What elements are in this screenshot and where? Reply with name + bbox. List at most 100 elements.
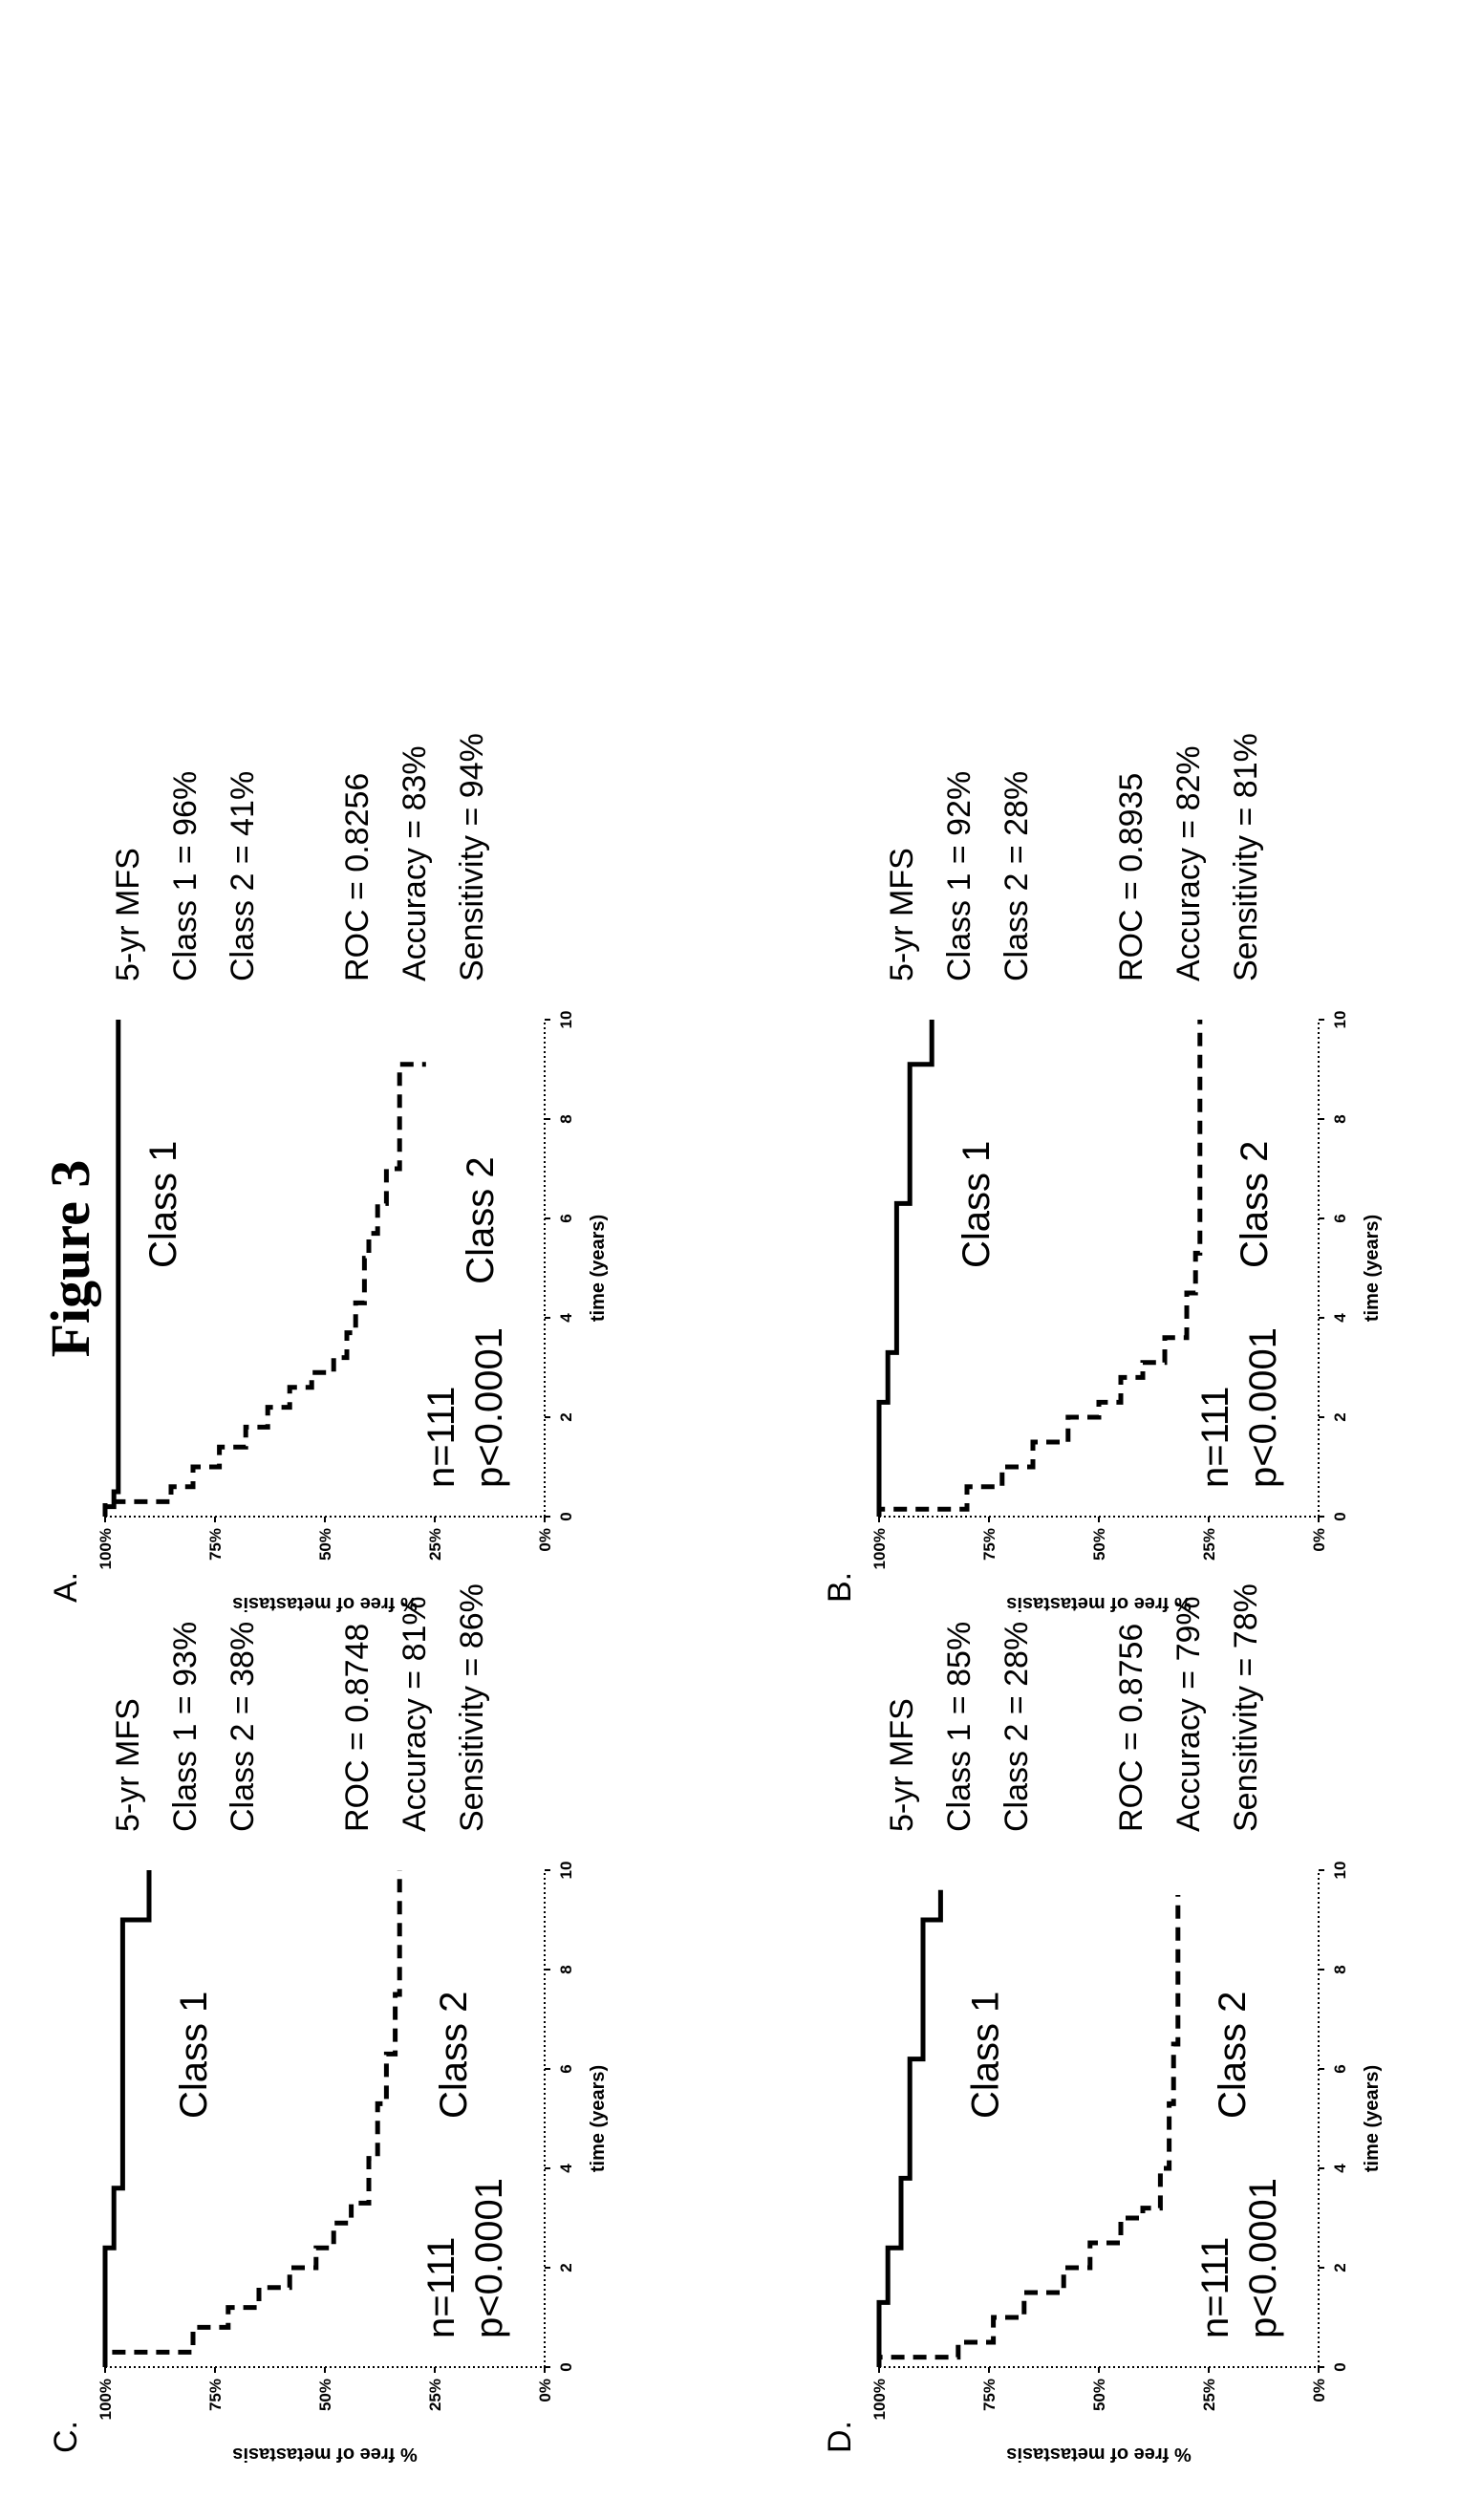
- x-tick-label: 6: [557, 2064, 575, 2073]
- y-axis-label: % free of metastasis: [232, 2444, 417, 2465]
- roc-value: ROC = 0.8935: [1113, 773, 1149, 981]
- x-tick-label: 4: [1331, 1313, 1349, 1323]
- series-line-2: [876, 1895, 1181, 2367]
- series-line-2: [102, 1062, 426, 1517]
- y-axis-label: % free of metastasis: [232, 1593, 417, 1614]
- series-label: Class 2: [1212, 1992, 1254, 2119]
- class1-mfs: Class 1 = 93%: [167, 1622, 204, 1832]
- chart-panel-a: A. 0% 25% 50% 75% 100% 0 2 4 6 8 10 time (years) % fr…: [48, 733, 609, 1614]
- x-tick-label: 8: [557, 1114, 575, 1123]
- series-label: Class 2: [460, 1156, 502, 1283]
- x-tick-label: 4: [557, 2164, 575, 2173]
- series-label: Class 1: [956, 1141, 998, 1268]
- y-tick-label: 25%: [426, 2379, 444, 2411]
- class2-mfs: Class 2 = 28%: [999, 771, 1035, 981]
- chart-panel-d: D. 0% 25% 50% 75% 100% 0 2 4 6 8 10 time (years) % fr…: [822, 1583, 1383, 2465]
- x-tick-label: 4: [557, 1313, 575, 1323]
- x-tick-label: 0: [1331, 1512, 1349, 1520]
- series-line-2: [876, 1020, 1203, 1517]
- x-tick-label: 0: [1331, 2362, 1349, 2371]
- y-tick-label: 100%: [97, 1528, 115, 1569]
- sensitivity-value: Sensitivity = 86%: [454, 1583, 490, 1832]
- accuracy-value: Accuracy = 82%: [1171, 745, 1207, 981]
- y-tick-label: 50%: [316, 2379, 334, 2411]
- class1-mfs: Class 1 = 92%: [941, 771, 977, 981]
- x-tick-label: 4: [1331, 2164, 1349, 2173]
- roc-value: ROC = 0.8256: [339, 773, 376, 981]
- x-tick-label: 10: [557, 1862, 575, 1880]
- mfs-title: 5-yr MFS: [110, 1698, 146, 1832]
- y-tick-label: 25%: [1200, 2379, 1218, 2411]
- roc-value: ROC = 0.8756: [1113, 1624, 1149, 1832]
- chart-panel-c: C. 0% 25% 50% 75% 100% 0 2 4 6 8 10 time (years) % fr…: [48, 1583, 609, 2465]
- y-tick-label: 100%: [870, 1528, 889, 1569]
- sample-size-label: n=111: [420, 1387, 462, 1488]
- y-axis-label: % free of metastasis: [1006, 2444, 1191, 2465]
- series-label: Class 1: [173, 1992, 215, 2119]
- y-tick-label: 0%: [1310, 2379, 1328, 2402]
- x-tick-label: 10: [1331, 1862, 1349, 1880]
- class1-mfs: Class 1 = 85%: [941, 1622, 977, 1832]
- p-value-label: p<0.0001: [1242, 1327, 1284, 1488]
- x-tick-label: 10: [1331, 1011, 1349, 1029]
- y-tick-label: 75%: [980, 2379, 999, 2411]
- panel-label: A.: [48, 1572, 84, 1603]
- p-value-label: p<0.0001: [1242, 2178, 1284, 2338]
- series-line-1: [876, 1020, 934, 1517]
- x-tick-label: 2: [557, 1412, 575, 1421]
- series-label: Class 2: [1234, 1141, 1276, 1268]
- accuracy-value: Accuracy = 83%: [397, 745, 433, 981]
- figure-title: Figure 3: [39, 1159, 101, 1358]
- panel-label: B.: [822, 1572, 858, 1603]
- sample-size-label: n=111: [420, 2237, 462, 2338]
- y-tick-label: 100%: [870, 2379, 889, 2420]
- x-tick-label: 8: [1331, 1114, 1349, 1123]
- sample-size-label: n=111: [1194, 2237, 1236, 2338]
- series-line-2: [102, 1870, 402, 2367]
- series-line-1: [102, 1020, 121, 1517]
- roc-value: ROC = 0.8748: [339, 1624, 376, 1832]
- class2-mfs: Class 2 = 38%: [225, 1622, 261, 1832]
- class2-mfs: Class 2 = 28%: [999, 1622, 1035, 1832]
- y-tick-label: 25%: [426, 1528, 444, 1561]
- series-label: Class 1: [142, 1141, 184, 1268]
- sensitivity-value: Sensitivity = 81%: [1228, 733, 1264, 981]
- x-axis-label: time (years): [1362, 2065, 1383, 2172]
- x-axis-label: time (years): [1362, 1215, 1383, 1322]
- y-tick-label: 50%: [1090, 1528, 1108, 1561]
- x-tick-label: 10: [557, 1011, 575, 1029]
- series-line-1: [102, 1870, 152, 2367]
- x-tick-label: 0: [557, 2362, 575, 2371]
- x-axis-label: time (years): [588, 2065, 609, 2172]
- y-tick-label: 75%: [206, 1528, 225, 1561]
- panel-label: D.: [822, 2421, 858, 2453]
- y-tick-label: 50%: [1090, 2379, 1108, 2411]
- panel-label: C.: [48, 2421, 84, 2453]
- sample-size-label: n=111: [1194, 1387, 1236, 1488]
- sensitivity-value: Sensitivity = 94%: [454, 733, 490, 981]
- series-label: Class 1: [964, 1992, 1006, 2119]
- y-tick-label: 0%: [536, 2379, 554, 2402]
- x-tick-label: 6: [1331, 1214, 1349, 1222]
- mfs-title: 5-yr MFS: [884, 1698, 920, 1832]
- class2-mfs: Class 2 = 41%: [225, 771, 261, 981]
- x-axis-label: time (years): [588, 1215, 609, 1322]
- series-label: Class 2: [433, 1992, 475, 2119]
- y-tick-label: 75%: [980, 1528, 999, 1561]
- y-tick-label: 100%: [97, 2379, 115, 2420]
- class1-mfs: Class 1 = 96%: [167, 771, 204, 981]
- series-line-1: [876, 1889, 943, 2367]
- sensitivity-value: Sensitivity = 78%: [1228, 1583, 1264, 1832]
- accuracy-value: Accuracy = 81%: [397, 1596, 433, 1832]
- x-tick-label: 2: [557, 2263, 575, 2272]
- x-tick-label: 2: [1331, 1412, 1349, 1421]
- y-tick-label: 25%: [1200, 1528, 1218, 1561]
- y-axis-label: % free of metastasis: [1006, 1593, 1191, 1614]
- y-tick-label: 75%: [206, 2379, 225, 2411]
- x-tick-label: 6: [1331, 2064, 1349, 2073]
- accuracy-value: Accuracy = 79%: [1171, 1596, 1207, 1832]
- y-tick-label: 0%: [536, 1528, 554, 1552]
